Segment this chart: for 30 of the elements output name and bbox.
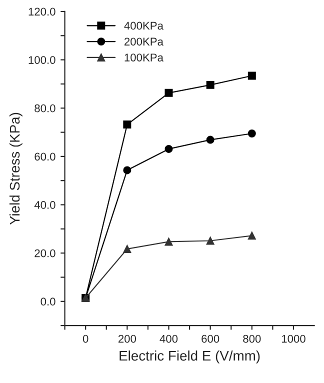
x-axis-title: Electric Field E (V/mm): [120, 350, 260, 364]
x-tick-label: 400: [160, 334, 178, 343]
x-tick-label: 1000: [282, 334, 306, 343]
point: [248, 130, 256, 138]
legend-label: 200KPa: [124, 38, 164, 46]
point: [164, 88, 173, 97]
legend-label: 100KPa: [124, 54, 164, 62]
y-tick-label: 40.0: [34, 201, 56, 209]
point: [206, 80, 214, 89]
x-tick-label: 600: [202, 334, 220, 343]
point: [206, 136, 214, 144]
y-tick-label: 60.0: [34, 152, 56, 161]
point: [123, 244, 132, 253]
point: [206, 236, 214, 245]
point: [248, 232, 256, 240]
legend-label: 400KPa: [124, 22, 164, 30]
point: [123, 166, 132, 174]
y-tick-label: 20.0: [34, 249, 56, 258]
point: [123, 120, 132, 129]
y-tick-label: 0.0: [40, 298, 56, 306]
x-tick-label: 200: [118, 334, 136, 343]
x-tick-label: 0: [82, 334, 88, 343]
y-axis-title: Yield Stress (KPa): [9, 112, 22, 225]
y-tick-label: 120.0: [28, 8, 56, 16]
point: [164, 144, 173, 153]
point: [248, 72, 256, 80]
y-tick-label: 100.0: [28, 56, 56, 64]
x-tick-label: 800: [243, 334, 261, 343]
y-tick-label: 80.0: [34, 104, 56, 112]
point: [164, 238, 173, 246]
